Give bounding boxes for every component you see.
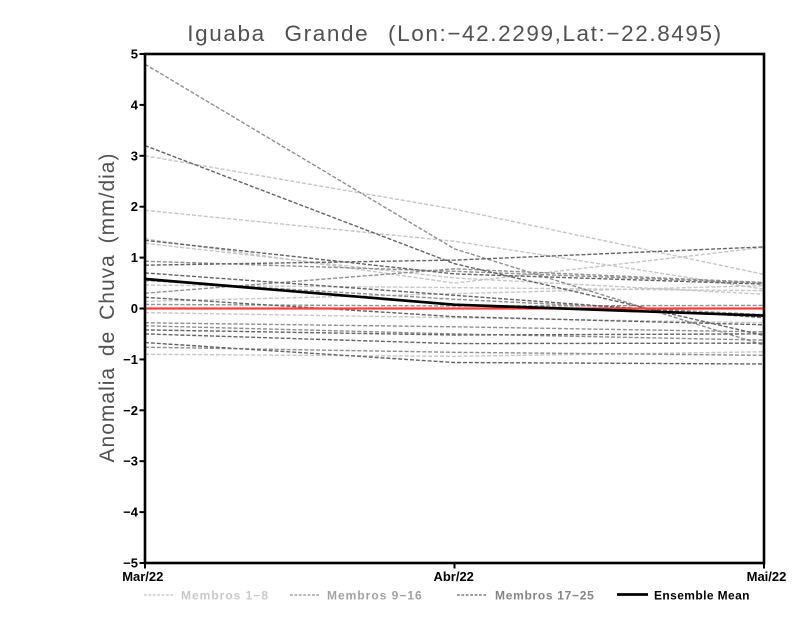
svg-text:−2: −2 — [123, 403, 138, 418]
svg-text:2: 2 — [131, 199, 138, 214]
svg-text:Membros 1−8: Membros 1−8 — [181, 589, 269, 603]
svg-text:−5: −5 — [123, 556, 138, 571]
svg-text:−3: −3 — [123, 454, 138, 469]
svg-text:0: 0 — [131, 301, 138, 316]
svg-text:Mai/22: Mai/22 — [747, 569, 787, 584]
svg-text:5: 5 — [131, 47, 138, 62]
svg-text:Membros 9−16: Membros 9−16 — [327, 589, 423, 603]
svg-text:Iguaba Grande (Lon:−42.2299,La: Iguaba Grande (Lon:−42.2299,Lat:−22.8495… — [187, 21, 722, 46]
svg-text:Membros 17−25: Membros 17−25 — [495, 589, 594, 603]
svg-text:Anomalia de Chuva (mm/dia): Anomalia de Chuva (mm/dia) — [96, 153, 119, 463]
svg-text:4: 4 — [131, 97, 139, 112]
svg-text:3: 3 — [131, 148, 138, 163]
svg-text:Abr/22: Abr/22 — [433, 569, 473, 584]
svg-text:1: 1 — [131, 250, 138, 265]
svg-text:−1: −1 — [123, 352, 138, 367]
svg-text:−4: −4 — [123, 505, 139, 520]
svg-text:Ensemble Mean: Ensemble Mean — [654, 589, 750, 603]
svg-text:Mar/22: Mar/22 — [122, 569, 163, 584]
